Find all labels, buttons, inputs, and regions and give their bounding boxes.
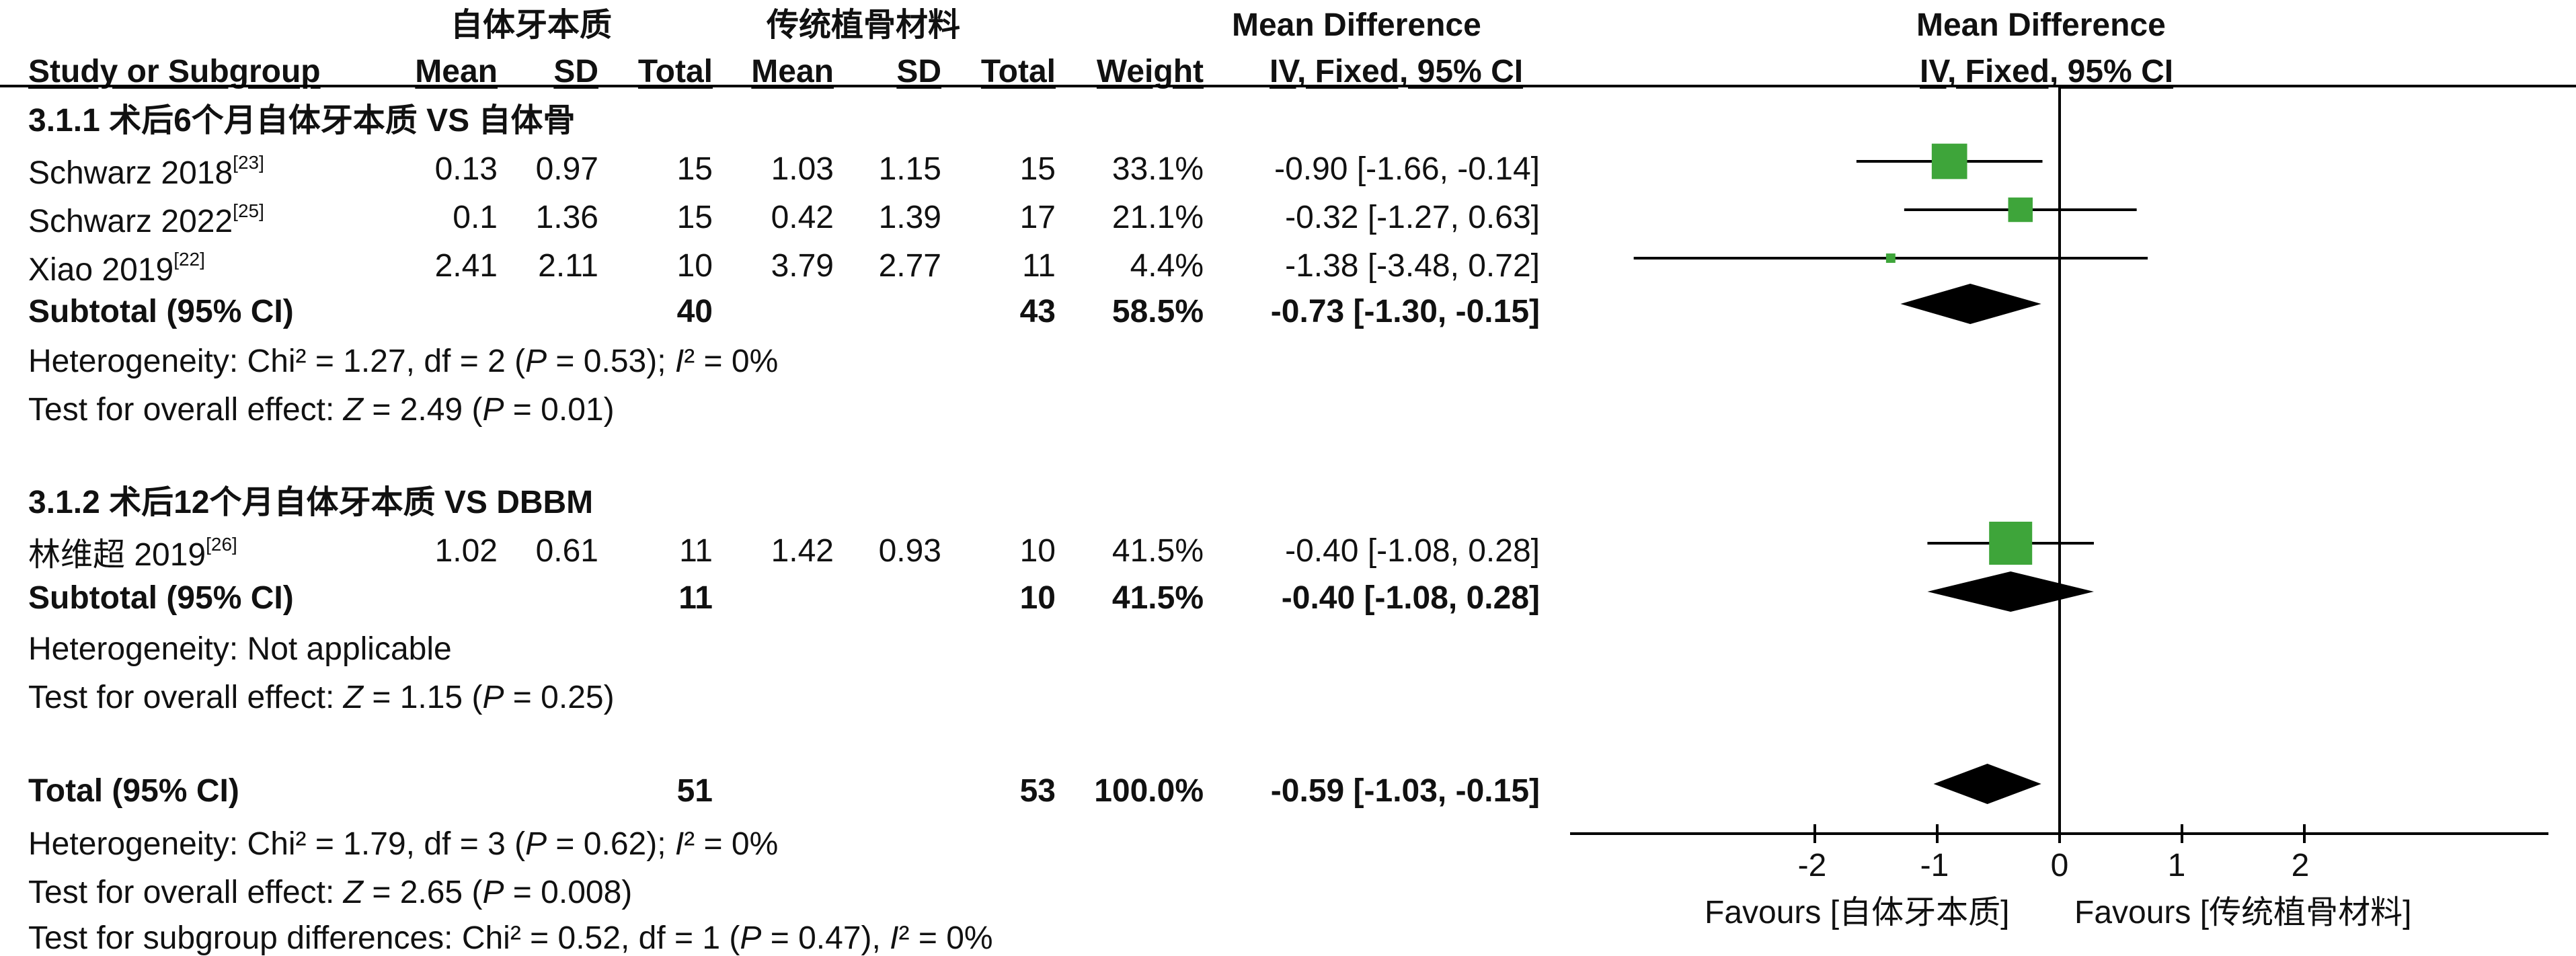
subtotal-weight: 41.5% <box>1111 580 1204 616</box>
subtotal-ci: -0.73 [-1.30, -0.15] <box>1270 294 1540 329</box>
plot-column-title: Mean Difference <box>1916 7 2166 43</box>
overall-effect-text: Test for overall effect: Z = 1.15 (P = 0… <box>28 680 615 715</box>
mean-exp: 0.1 <box>453 200 498 235</box>
weight: 4.4% <box>1130 248 1204 284</box>
mean-ctl-header: Mean <box>751 54 834 89</box>
subtotal-label: Subtotal (95% CI) <box>28 580 294 616</box>
weight: 33.1% <box>1111 151 1204 187</box>
sd-ctl: 1.15 <box>878 151 941 187</box>
favours-right-label: Favours [传统植骨材料] <box>2074 895 2412 930</box>
heterogeneity-text: Heterogeneity: Chi² = 1.27, df = 2 (P = … <box>28 344 779 379</box>
tick-label: -1 <box>1920 848 1949 883</box>
tick-label: 0 <box>2050 848 2069 883</box>
total-exp: 15 <box>676 200 713 235</box>
weight: 21.1% <box>1111 200 1204 235</box>
tick-label: 1 <box>2167 848 2186 883</box>
mean-ctl: 1.03 <box>771 151 834 187</box>
sd-ctl: 2.77 <box>878 248 941 284</box>
md-method-header: IV, Fixed, 95% CI <box>1270 54 1524 89</box>
total-exp: 15 <box>676 151 713 187</box>
study-column-header: Study or Subgroup <box>28 54 321 89</box>
group-control-label: 传统植骨材料 <box>767 7 961 43</box>
heterogeneity-text: Heterogeneity: Chi² = 1.79, df = 3 (P = … <box>28 826 779 862</box>
md-column-title: Mean Difference <box>1232 7 1481 43</box>
sd-exp: 2.11 <box>538 248 598 284</box>
subtotal-label: Subtotal (95% CI) <box>28 294 294 329</box>
subtotal-exp: 11 <box>678 580 713 616</box>
mean-ctl: 1.42 <box>771 533 834 569</box>
pooled-diamond <box>1900 284 2041 324</box>
group-experimental-label: 自体牙本质 <box>451 7 613 43</box>
sd-exp-header: SD <box>553 54 598 89</box>
total-ctl: 11 <box>1022 248 1056 284</box>
total-ctl-header: Total <box>980 54 1056 89</box>
sd-ctl: 0.93 <box>878 533 941 569</box>
subgroup-1-title: 3.1.1 术后6个月自体牙本质 VS 自体骨 <box>28 103 576 138</box>
total-exp: 10 <box>676 248 713 284</box>
subtotal-ctl: 43 <box>1019 294 1056 329</box>
total-exp-header: Total <box>637 54 713 89</box>
subtotal-weight: 58.5% <box>1111 294 1204 329</box>
study-ref: [25] <box>233 200 264 221</box>
total-label: Total (95% CI) <box>28 773 239 809</box>
mean-ctl: 3.79 <box>771 248 834 284</box>
overall-effect-text: Test for overall effect: Z = 2.65 (P = 0… <box>28 875 633 910</box>
study-name: Xiao 2019 <box>28 252 174 288</box>
study-name: Schwarz 2018 <box>28 155 233 191</box>
total-ctl: 17 <box>1019 200 1056 235</box>
study-ref: [23] <box>233 152 264 173</box>
subtotal-ci: -0.40 [-1.08, 0.28] <box>1281 580 1540 616</box>
study-square <box>1885 253 1896 263</box>
mean-exp: 1.02 <box>434 533 498 569</box>
study-ref: [22] <box>173 249 205 270</box>
mean-exp: 0.13 <box>434 151 498 187</box>
md-ci: -1.38 [-3.48, 0.72] <box>1285 248 1540 284</box>
md-ci: -0.40 [-1.08, 0.28] <box>1285 533 1540 569</box>
total-ctl: 10 <box>1019 533 1056 569</box>
weight: 41.5% <box>1111 533 1204 569</box>
study-square <box>1931 143 1967 180</box>
subtotal-exp: 40 <box>676 294 713 329</box>
study-name: 林维超 2019 <box>28 537 206 573</box>
heterogeneity-text: Heterogeneity: Not applicable <box>28 631 452 667</box>
study-name: Schwarz 2022 <box>28 204 233 239</box>
favours-left-label: Favours [自体牙本质] <box>1705 895 2010 930</box>
study-ref: [26] <box>206 534 237 555</box>
study-square <box>1989 521 2033 565</box>
md-ci: -0.32 [-1.27, 0.63] <box>1285 200 1540 235</box>
mean-ctl: 0.42 <box>771 200 834 235</box>
subgroup-2-title: 3.1.2 术后12个月自体牙本质 VS DBBM <box>28 485 594 520</box>
sd-exp: 0.61 <box>535 533 598 569</box>
sd-ctl: 1.39 <box>878 200 941 235</box>
mean-exp-header: Mean <box>415 54 498 89</box>
study-square <box>2008 197 2033 223</box>
mean-exp: 2.41 <box>434 248 498 284</box>
total-exp: 11 <box>679 533 713 569</box>
total-ci: -0.59 [-1.03, -0.15] <box>1270 773 1540 809</box>
total-ctl: 53 <box>1019 773 1056 809</box>
pooled-diamond <box>1927 571 2094 612</box>
sd-ctl-header: SD <box>896 54 941 89</box>
tick-label: -2 <box>1797 848 1827 883</box>
sd-exp: 0.97 <box>535 151 598 187</box>
overall-effect-text: Test for overall effect: Z = 2.49 (P = 0… <box>28 392 615 428</box>
total-exp: 51 <box>676 773 713 809</box>
total-weight: 100.0% <box>1094 773 1204 809</box>
total-ctl: 15 <box>1019 151 1056 187</box>
pooled-diamond <box>1933 764 2041 804</box>
weight-header: Weight <box>1096 54 1204 89</box>
md-ci: -0.90 [-1.66, -0.14] <box>1274 151 1540 187</box>
plot-method-header: IV, Fixed, 95% CI <box>1920 54 2174 89</box>
subtotal-ctl: 10 <box>1019 580 1056 616</box>
subgroup-differences-text: Test for subgroup differences: Chi² = 0.… <box>28 920 993 956</box>
sd-exp: 1.36 <box>535 200 598 235</box>
tick-label: 2 <box>2291 848 2310 883</box>
